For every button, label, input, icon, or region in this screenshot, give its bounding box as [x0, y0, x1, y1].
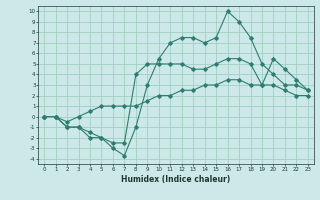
- X-axis label: Humidex (Indice chaleur): Humidex (Indice chaleur): [121, 175, 231, 184]
